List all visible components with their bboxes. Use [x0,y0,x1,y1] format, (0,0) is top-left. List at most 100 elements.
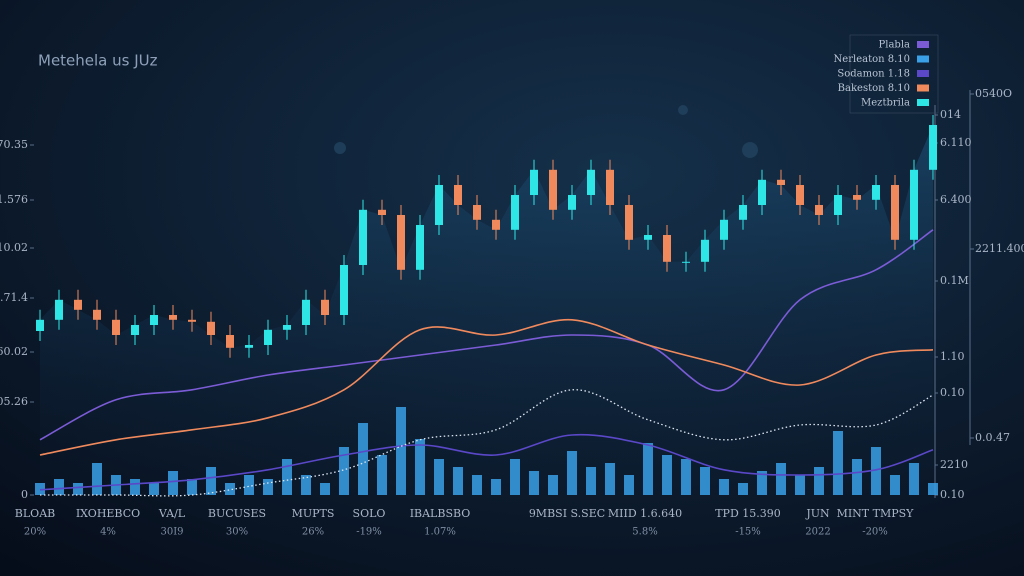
x-sublabel: -20% [862,527,888,538]
legend-swatch [917,99,929,106]
volume-bar [263,479,273,495]
price-area [40,125,933,495]
outer-tick-label: 0540O [975,87,1012,100]
volume-bar [491,479,501,495]
y2-tick-label: 1.10 [940,350,965,363]
volume-bar [320,483,330,495]
volume-bar [529,471,539,495]
volume-bar [472,475,482,495]
candle-body [245,345,253,348]
y-tick-label: 1.71.4 [0,291,28,304]
volume-bar [662,455,672,495]
volume-bar [852,459,862,495]
volume-bar [434,459,444,495]
volume-bar [396,407,406,495]
candle-body [226,335,234,348]
x-sublabel: 2022 [805,527,830,538]
x-sublabel: -15% [735,527,761,538]
x-label: BUCUSES [208,507,266,520]
candle-body [663,235,671,262]
candle-body [872,185,880,200]
x-sublabel: 5.8% [632,527,657,538]
candle-body [131,325,139,335]
volume-bar [928,483,938,495]
volume-bar [548,475,558,495]
y2-tick-label: 2210 [940,458,968,471]
x-label: IXOHEBCO [76,507,140,520]
candle-body [302,299,310,325]
y-tick-label: 60.02 [0,345,28,358]
volume-bar [358,423,368,495]
candle-body [473,205,481,220]
x-sublabel: 30I9 [160,527,183,538]
volume-bar [73,483,83,495]
candle-body [796,185,804,205]
legend-label: Bakeston 8.10 [838,83,910,94]
outer-tick-label: 0.0.47 [975,431,1010,444]
candle-body [644,235,652,240]
candle-body [511,195,519,230]
legend-label: Nerleaton 8.10 [834,54,910,65]
volume-bar [149,483,159,495]
x-label: IBALBSBO [410,507,471,520]
candle-body [910,169,918,240]
y2-tick-label: 6.400 [940,193,972,206]
candle-body [55,299,63,320]
volume-bar [510,459,520,495]
candle-body [492,219,500,230]
volume-bar [605,463,615,495]
volume-bar [92,463,102,495]
legend-swatch [917,55,929,63]
candle-body [739,205,747,220]
candle-body [264,329,272,345]
volume-bar [187,479,197,495]
candle-body [530,169,538,195]
volume-bar [757,471,767,495]
candle-body [834,195,842,215]
volume-bar [700,467,710,495]
line-series [39,229,934,441]
volume-bar [586,467,596,495]
y-tick-label: 1.576 [0,193,28,206]
y2-tick-label: 0.1M [940,274,969,287]
volume-bar [282,459,292,495]
candle-body [682,261,690,263]
y2-tick-label: 0.10 [940,386,965,399]
candle-body [454,185,462,205]
x-label: BLOAB [15,507,55,520]
candle-body [321,299,329,315]
x-label: 9MBSI S.SEC [529,507,605,520]
volume-bar [833,431,843,495]
candle-body [397,215,405,270]
legend-label: Plabla [879,40,910,51]
y2-tick-label: 014 [940,108,961,121]
trend-line [40,389,934,497]
bokeh [678,105,688,115]
bokeh [334,142,346,154]
candle-body [587,169,595,195]
line-series [39,433,934,491]
volume-bar [415,439,425,495]
candle-body [853,195,861,200]
candle-body [777,179,785,185]
candle-body [815,205,823,215]
candle-body [188,319,196,322]
volume-bar [681,459,691,495]
volume-bar [54,479,64,495]
candle-body [340,265,348,315]
chart-title: Metehela us JUz [38,52,158,70]
x-sublabel: 30% [226,527,248,538]
line-series [39,318,934,456]
candle-body [36,319,44,331]
candle-body [169,315,177,320]
x-sublabel: 20% [24,527,46,538]
legend-swatch [917,41,929,48]
legend-swatch [917,70,929,77]
y-tick-label: 05.26 [0,395,28,408]
x-label: MUPTS [292,507,335,520]
candle-body [568,195,576,210]
candle-body [207,321,215,335]
candle-body [701,239,709,262]
candle-body [416,225,424,270]
